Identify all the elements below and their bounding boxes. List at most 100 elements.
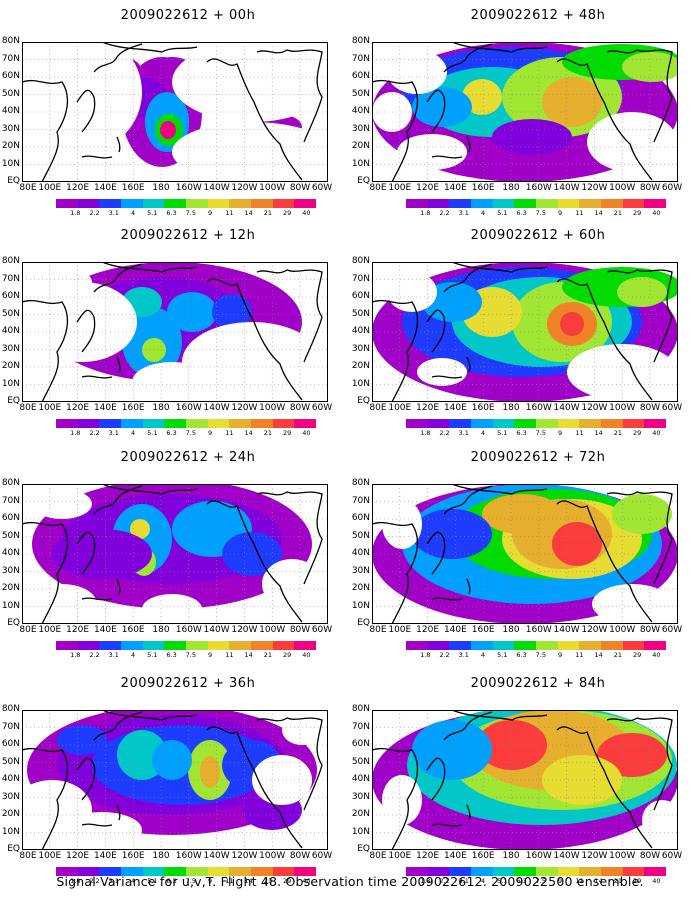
coastline [466, 136, 471, 153]
panel-title: 2009022612 + 24h [120, 450, 256, 465]
longitude-tick-label: 160W [175, 183, 202, 193]
colorbar-swatch [644, 641, 667, 650]
variance-contour [130, 519, 150, 539]
coastline [93, 711, 143, 741]
colorbar-tick-label: 11 [225, 877, 234, 885]
colorbar-swatch [579, 199, 602, 208]
colorbar-tick-label: 5.1 [147, 877, 158, 885]
latitude-tick-label: EQ [7, 176, 20, 186]
colorbar-tick-label: 3.1 [108, 429, 119, 437]
colorbar-tick-label: 3.1 [458, 209, 469, 217]
variance-contour [542, 755, 622, 805]
colorbar-tick-label: 2.2 [89, 429, 100, 437]
longitude-tick-label: 180 [152, 403, 170, 413]
coastline [451, 484, 548, 495]
colorbar-tick-label: 6.3 [166, 877, 177, 885]
coastline [81, 155, 113, 159]
coastline [466, 804, 471, 821]
longitude-tick-label: 60W [311, 403, 333, 413]
longitude-tick-label: 120W [231, 183, 258, 193]
longitude-tick-label: 160E [471, 625, 495, 635]
colorbar-tick-label: 2.2 [439, 651, 450, 659]
colorbar-labels: 1.8 2.2 3.1 4 5.1 6.3 7.5 9 11 14 21 29 40 [56, 429, 316, 438]
colorbar-swatch [142, 641, 165, 650]
longitude-tick-label: 100W [609, 403, 636, 413]
colorbar-swatch [514, 867, 537, 876]
longitude-tick-label: 60W [311, 183, 333, 193]
colorbar-tick-label: 14 [594, 651, 603, 659]
colorbar-tick-label: 1.8 [70, 209, 81, 217]
latitude-tick-label: 30N [351, 791, 370, 802]
longitude-tick-label: 100W [259, 183, 286, 193]
coastline [206, 500, 303, 623]
colorbar-tick-label: 5.1 [147, 209, 158, 217]
coastline [81, 597, 113, 601]
coastline [22, 79, 69, 182]
longitude-tick-label: 160E [471, 403, 495, 413]
latitude-tick-label: 70N [351, 273, 370, 284]
colorbar-tick-label: 9 [207, 209, 213, 217]
colorbar-tick-label: 6.3 [516, 877, 527, 885]
variance-contour [167, 292, 217, 332]
longitude-tick-label: 100W [259, 851, 286, 861]
colorbar-labels: 1.8 2.2 3.1 4 5.1 6.3 7.5 9 11 14 21 29 40 [56, 209, 316, 218]
map-panel: 2009022612 + 72h 80N 70N 60N 50N 40N 30N 20N 10N… [352, 450, 700, 660]
coastline [22, 747, 69, 850]
colorbar-swatch [449, 419, 472, 428]
longitude-tick-label: 140E [93, 403, 117, 413]
colorbar-swatch [251, 419, 273, 428]
longitude-tick-label: 100W [259, 625, 286, 635]
coastline [606, 49, 673, 143]
colorbar-swatch [121, 199, 143, 208]
colorbar-swatch [142, 867, 165, 876]
variance-contour [212, 294, 252, 330]
latitude-tick-label: EQ [7, 396, 20, 406]
map-frame [372, 262, 678, 402]
latitude-tick-label: 50N [1, 756, 20, 767]
colorbar-tick-label: 14 [244, 429, 253, 437]
colorbar-swatch [99, 419, 122, 428]
coastline [451, 262, 548, 273]
colorbar-tick-label: 40 [302, 651, 311, 659]
variance-contour [612, 494, 672, 534]
longitude-tick-label: 140W [203, 851, 230, 861]
latitude-tick-label: 10N [1, 378, 20, 389]
colorbar-tick-label: 6.3 [516, 651, 527, 659]
longitude-tick-label: 100W [259, 403, 286, 413]
colorbar-swatch [142, 419, 165, 428]
longitude-tick-label: 80E [19, 851, 37, 861]
coastline [466, 356, 471, 373]
colorbar-tick-label: 4 [130, 209, 136, 217]
colorbar [406, 867, 667, 876]
colorbar-swatch [471, 199, 493, 208]
latitude-tick-label: 50N [1, 530, 20, 541]
variance-contour [152, 740, 192, 780]
latitude-tick-label: 30N [1, 565, 20, 576]
colorbar-tick-label: 21 [263, 651, 272, 659]
colorbar-labels: 1.8 2.2 3.1 4 5.1 6.3 7.5 9 11 14 21 29 40 [406, 429, 666, 438]
colorbar-swatch [77, 419, 100, 428]
colorbar-tick-label: 21 [613, 209, 622, 217]
low-variance-area [567, 344, 677, 400]
colorbar-tick-label: 7.5 [185, 429, 196, 437]
longitude-tick-label: 80W [639, 183, 661, 193]
longitude-tick-label: 120E [66, 403, 90, 413]
colorbar-swatch [99, 641, 122, 650]
coastline [101, 710, 198, 721]
coastline [93, 263, 143, 293]
map-frame [372, 42, 678, 182]
colorbar-tick-label: 11 [225, 651, 234, 659]
colorbar-tick-label: 9 [557, 429, 563, 437]
colorbar-swatch [536, 199, 558, 208]
colorbar-tick-label: 29 [632, 429, 642, 437]
latitude-tick-label: 10N [351, 600, 370, 611]
latitude-tick-label: 70N [1, 273, 20, 284]
colorbar-tick-label: 1.8 [70, 877, 81, 885]
colorbar-swatch [186, 199, 208, 208]
longitude-tick-label: 120E [416, 851, 440, 861]
coastline [556, 58, 653, 181]
colorbar [56, 641, 317, 650]
colorbar [56, 199, 317, 208]
coastline [116, 578, 121, 595]
coastline [206, 726, 303, 849]
